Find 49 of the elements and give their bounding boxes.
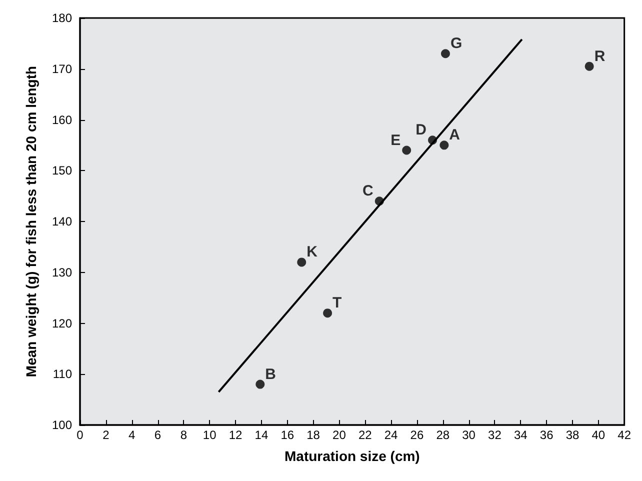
point (402, 146, 412, 155)
x-tick-label: 22 (358, 428, 372, 442)
y-tick-label: 150 (52, 164, 72, 178)
x-tick-label: 38 (566, 428, 580, 442)
annotation: G (450, 35, 462, 52)
point (256, 380, 265, 389)
x-tick-label: 8 (180, 428, 188, 442)
x-tick-label: 16 (280, 428, 294, 442)
x-tick-label: 26 (410, 428, 424, 442)
x-tick-label: 10 (202, 428, 217, 442)
point (323, 308, 332, 318)
annotation: T (332, 294, 342, 312)
point (584, 62, 594, 71)
x-tick-label: 32 (488, 428, 502, 442)
x-tick-label: 36 (540, 428, 554, 442)
point (297, 258, 306, 267)
y-axis-title: Mean weight (g) for fish less than 20 cm length (23, 66, 39, 378)
x-tick-label: 0 (76, 428, 84, 442)
x-axis-title: Maturation size (cm) (284, 448, 420, 464)
point (440, 49, 450, 58)
x-tick-label: 6 (154, 428, 162, 442)
x-tick-label: 34 (514, 428, 528, 442)
x-tick-label: 14 (254, 428, 268, 442)
y-tick-label: 110 (52, 367, 72, 382)
annotation: B (265, 366, 276, 383)
annotation: E (390, 132, 401, 149)
y-tick-label: 140 (52, 214, 72, 228)
annotation: A (449, 126, 460, 144)
x-tick-label: 42 (618, 428, 632, 442)
point (440, 140, 449, 150)
x-tick-label: 30 (462, 428, 476, 442)
x-tick-label: 28 (436, 428, 450, 442)
x-tick-label: 12 (228, 428, 243, 442)
annotation: R (594, 48, 606, 65)
y-tick-label: 130 (52, 265, 72, 280)
x-tick-label: 24 (384, 428, 398, 442)
y-tick-label: 160 (52, 112, 72, 127)
x-tick-label: 2 (102, 428, 110, 442)
x-tick-label: 4 (128, 428, 136, 442)
x-tick-label: 18 (306, 428, 320, 442)
x-tick-label: 40 (592, 428, 606, 442)
annotation: C (362, 182, 374, 200)
annotation: K (306, 244, 318, 261)
y-tick-label: 170 (52, 62, 72, 76)
y-tick-label: 100 (52, 418, 72, 432)
x-tick-label: 20 (332, 428, 346, 442)
y-tick-label: 180 (52, 11, 72, 25)
annotation: D (416, 122, 427, 139)
y-tick-label: 120 (52, 316, 72, 330)
